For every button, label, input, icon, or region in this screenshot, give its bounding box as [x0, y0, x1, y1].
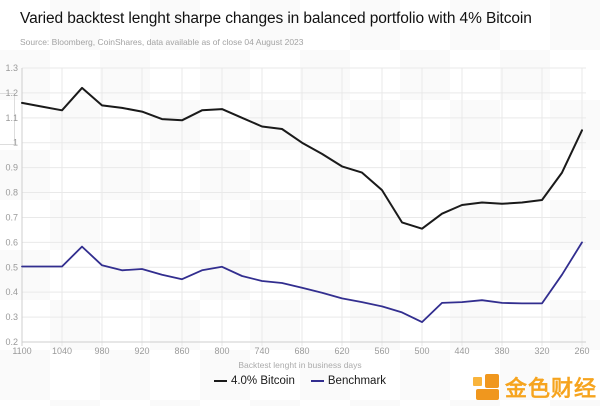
x-tick-label: 620	[334, 346, 349, 356]
logo-text: 金色财经	[504, 377, 597, 402]
y-tick-label: 0.6	[5, 237, 18, 247]
y-tick-label: 0.2	[5, 337, 18, 347]
chart-legend: 4.0% Bitcoin Benchmark	[0, 375, 600, 387]
legend-label-benchmark: Benchmark	[327, 375, 387, 387]
y-tick-label: 1.1	[5, 113, 18, 123]
benchmark-line-swatch	[310, 380, 324, 382]
x-tick-label: 680	[294, 346, 309, 356]
legend-label-bitcoin: 4.0% Bitcoin	[230, 375, 295, 387]
jinse-blocks-icon	[472, 373, 499, 401]
x-tick-label: 800	[214, 346, 229, 356]
x-axis-title: Backtest lenght in business days	[238, 360, 362, 370]
x-tick-label: 1100	[12, 346, 31, 356]
y-tick-label: 0.3	[5, 312, 18, 322]
x-tick-label: 500	[414, 346, 429, 356]
page-title: Varied backtest lenght sharpe changes in…	[20, 10, 532, 27]
series-line-benchmark	[21, 241, 583, 324]
y-tick-label: 0.9	[5, 163, 18, 173]
y-tick-label: 1.3	[5, 63, 18, 73]
y-tick-label: 1	[13, 138, 18, 148]
x-tick-label: 260	[574, 346, 589, 356]
legend-item-bitcoin: 4.0% Bitcoin	[213, 375, 295, 387]
x-tick-label: 440	[454, 346, 469, 356]
jinse-finance-logo: 金色财经	[472, 371, 597, 403]
y-tick-label: 0.8	[5, 188, 18, 198]
legend-item-benchmark: Benchmark	[310, 375, 387, 387]
x-tick-label: 560	[374, 346, 389, 356]
y-tick-label: 1.2	[5, 88, 18, 98]
source-note: Source: Bloomberg, CoinShares, data avai…	[20, 37, 304, 47]
y-tick-label: 0.4	[5, 287, 18, 297]
left-edge-box	[0, 93, 15, 145]
y-tick-label: 0.5	[5, 262, 18, 272]
x-tick-label: 980	[94, 346, 109, 356]
x-tick-label: 320	[534, 346, 549, 356]
series-line-4-0-bitcoin	[21, 86, 583, 230]
bitcoin-line-swatch	[213, 380, 227, 382]
x-tick-label: 920	[134, 346, 149, 356]
x-tick-label: 380	[494, 346, 509, 356]
x-tick-label: 860	[174, 346, 189, 356]
x-tick-label: 1040	[52, 346, 72, 356]
y-tick-label: 0.7	[5, 212, 18, 222]
x-tick-label: 740	[254, 346, 269, 356]
